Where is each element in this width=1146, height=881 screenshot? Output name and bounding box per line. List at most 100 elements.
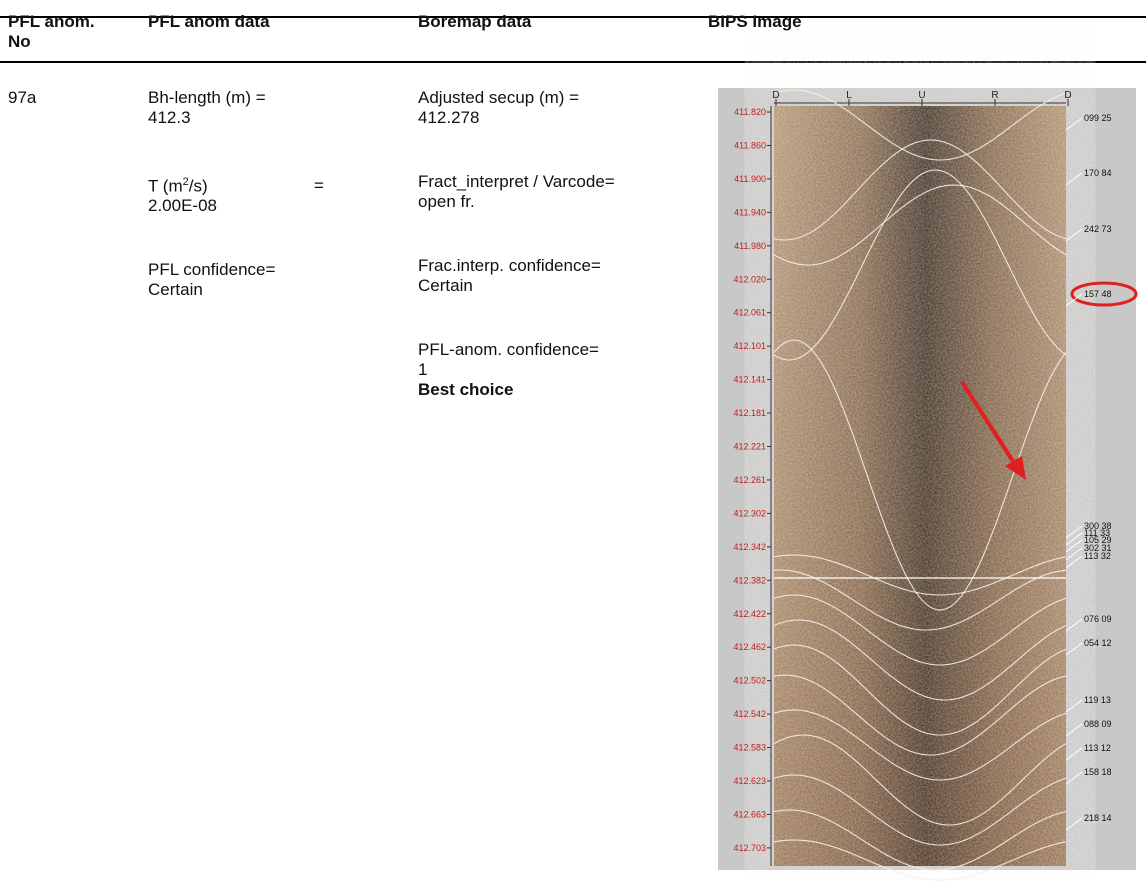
arrow-shaft: [960, 380, 1018, 468]
fracture-trace: [773, 184, 1067, 266]
field-label: T (m2/s): [148, 172, 208, 197]
fracture-orientation: 099 25: [1084, 113, 1112, 123]
depth-label: 412.502: [733, 676, 766, 686]
depth-label: 411.900: [734, 174, 766, 184]
depth-label: 412.261: [733, 475, 766, 485]
depth-label: 411.860: [734, 140, 766, 150]
leader-line: [1065, 618, 1083, 632]
leader-line: [1065, 117, 1083, 131]
field-value: 412.3: [148, 108, 191, 127]
depth-label: 412.623: [733, 776, 766, 786]
fracture-orientation: 113 32: [1084, 551, 1111, 561]
field-label: Fract_interpret / Varcode=: [418, 172, 615, 191]
fracture-orientation: 302 31: [1084, 543, 1112, 553]
depth-label: 412.020: [733, 274, 766, 284]
fracture-trace: [773, 139, 1067, 241]
leader-line: [1065, 532, 1083, 546]
fracture-trace: [773, 644, 1067, 736]
depth-label: 412.061: [733, 308, 766, 318]
leader-line: [1065, 547, 1083, 561]
fracture-orientation: 076 09: [1084, 614, 1112, 624]
fracture-orientation: 105 29: [1084, 535, 1112, 545]
leader-line: [1065, 293, 1083, 307]
depth-label: 412.101: [733, 341, 766, 351]
header-cell: No: [8, 32, 31, 51]
leader-line: [1065, 172, 1083, 186]
field-label: Frac.interp. confidence=: [418, 256, 601, 275]
best-choice: Best choice: [418, 380, 514, 399]
field-value: 1: [418, 360, 428, 379]
depth-label: 412.583: [733, 743, 766, 753]
leader-line: [1065, 723, 1083, 737]
leader-line: [1065, 228, 1083, 242]
leader-line: [1065, 747, 1083, 761]
fracture-orientation: 113 12: [1084, 743, 1111, 753]
orientation-axis-label: D: [1064, 90, 1071, 101]
depth-label: 412.382: [733, 575, 766, 585]
depth-label: 412.221: [733, 442, 766, 452]
anomaly-no: 97a: [8, 88, 37, 107]
orientation-axis-label: R: [991, 90, 998, 101]
header-cell: BIPS Image: [708, 12, 802, 31]
depth-label: 412.542: [733, 709, 766, 719]
depth-label: 412.302: [733, 508, 766, 518]
fracture-trace: [773, 839, 1067, 881]
depth-label: 411.940: [734, 207, 766, 217]
fracture-trace: [773, 619, 1067, 701]
depth-label: 412.422: [733, 609, 766, 619]
depth-label: 412.141: [733, 375, 766, 385]
orientation-axis-label: L: [846, 90, 852, 101]
field-value: Certain: [418, 276, 473, 295]
field-value: Certain: [148, 280, 203, 299]
fracture-trace: [773, 774, 1067, 846]
field-label: Bh-length (m) =: [148, 88, 266, 107]
orientation-axis-label: D: [772, 90, 779, 101]
depth-label: 411.820: [734, 107, 766, 117]
fracture-trace: [773, 554, 1067, 596]
fracture-orientation: 088 09: [1084, 719, 1112, 729]
top-rule: [0, 16, 1146, 18]
depth-label: 412.663: [733, 809, 766, 819]
depth-label: 412.462: [733, 642, 766, 652]
field-label: PFL-anom. confidence=: [418, 340, 599, 359]
label-part: T (m: [148, 176, 183, 196]
fracture-trace: [773, 594, 1067, 666]
orientation-axis-label: U: [918, 90, 925, 101]
leader-line: [1065, 771, 1083, 785]
leader-line: [1065, 539, 1083, 553]
leader-line: [1065, 555, 1083, 569]
fracture-orientation: 119 13: [1084, 695, 1111, 705]
depth-label: 412.703: [733, 843, 766, 853]
field-value: open fr.: [418, 192, 475, 211]
fracture-orientation: 158 18: [1084, 767, 1112, 777]
fracture-orientation: 054 12: [1084, 638, 1112, 648]
fracture-trace: [773, 569, 1067, 631]
header-cell: Boremap data: [418, 12, 532, 31]
fracture-trace: [773, 809, 1067, 871]
equals: =: [314, 176, 324, 195]
fracture-orientation: 218 14: [1084, 813, 1112, 823]
label-part: /s): [188, 176, 208, 196]
fracture-trace: [773, 734, 1067, 826]
field-label: PFL confidence=: [148, 260, 276, 279]
fracture-orientation: 300 38: [1084, 521, 1112, 531]
fracture-orientation: 157 48: [1084, 289, 1112, 299]
arrow-head: [1005, 456, 1026, 480]
field-value: 2.00E-08: [148, 196, 217, 215]
depth-label: 412.342: [733, 542, 766, 552]
field-label: Adjusted secup (m) =: [418, 88, 580, 107]
fracture-trace: [773, 709, 1067, 781]
fracture-trace: [773, 89, 1067, 161]
fracture-trace: [773, 674, 1067, 756]
leader-line: [1065, 525, 1083, 539]
fracture-trace: [773, 169, 1067, 361]
depth-label: 412.181: [733, 408, 766, 418]
label-sup: 2: [182, 176, 189, 188]
core-texture: [774, 106, 1066, 866]
header-rule: [0, 61, 1146, 63]
depth-label: 411.980: [734, 241, 766, 251]
fracture-orientation: 170 84: [1084, 168, 1112, 178]
header-cell: PFL anom.: [8, 12, 95, 31]
